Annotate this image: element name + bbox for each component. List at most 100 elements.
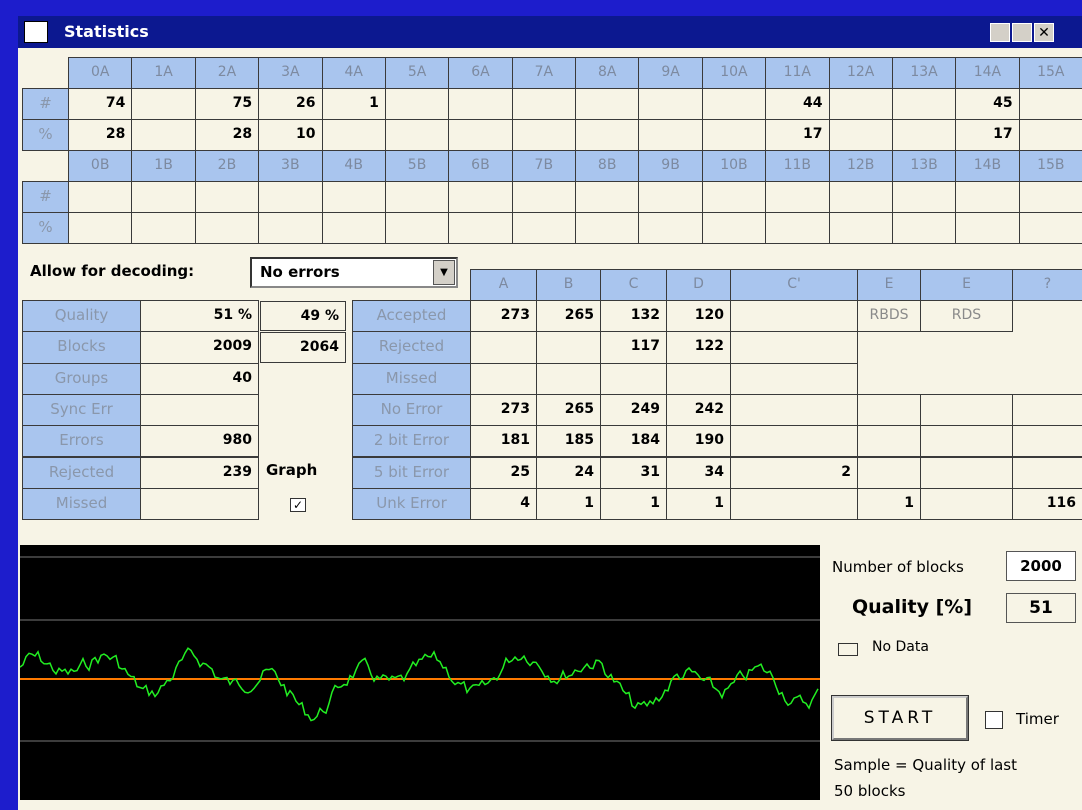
error-cell: 116 xyxy=(1012,487,1082,521)
error-cell xyxy=(857,456,921,489)
grid-cell xyxy=(575,212,640,244)
error-cell: 4 xyxy=(470,487,537,521)
summary-label: Groups xyxy=(22,362,141,395)
column-header: 9A xyxy=(638,57,703,89)
error-cell: 34 xyxy=(666,456,731,489)
grid-cell xyxy=(828,181,893,213)
column-header: 5B xyxy=(384,150,450,182)
error-cell xyxy=(920,393,1013,427)
timer-checkbox[interactable] xyxy=(985,711,1003,729)
error-cell xyxy=(470,331,537,364)
column-header: 12A xyxy=(828,57,893,89)
error-cell xyxy=(857,425,921,458)
column-header: 6A xyxy=(448,57,513,89)
grid-cell xyxy=(828,212,893,244)
grid-cell xyxy=(511,181,576,213)
error-cell: 31 xyxy=(600,456,667,489)
blocks-input[interactable]: 2000 xyxy=(1006,551,1076,581)
sample-note: Sample = Quality of last 50 blocks xyxy=(834,756,1017,800)
quality-trace xyxy=(20,647,819,722)
grid-cell xyxy=(258,181,323,213)
row-label: # xyxy=(22,181,69,213)
summary-label: Errors xyxy=(22,425,141,458)
grid-cell xyxy=(194,181,260,213)
column-header: D xyxy=(666,269,731,301)
column-header: 15B xyxy=(1018,150,1082,182)
column-header: 8B xyxy=(575,150,640,182)
column-header: 3B xyxy=(258,150,323,182)
error-cell xyxy=(730,425,858,458)
summary-label: Missed xyxy=(22,487,141,521)
error-cell xyxy=(600,362,667,395)
grid-cell: 1 xyxy=(321,88,386,120)
grid-cell: 17 xyxy=(955,119,1020,151)
quality-graph xyxy=(20,545,820,800)
error-cell xyxy=(730,362,858,395)
graph-checkbox[interactable]: ✓ xyxy=(290,498,306,512)
close-button[interactable]: ✕ xyxy=(1034,23,1054,42)
grid-cell xyxy=(321,212,386,244)
error-cell: 2 xyxy=(730,456,858,489)
column-header: ? xyxy=(1012,269,1082,301)
column-header: 11A xyxy=(765,57,830,89)
grid-cell xyxy=(638,212,703,244)
dropdown-arrow[interactable]: ▼ xyxy=(433,260,455,285)
grid-cell xyxy=(638,181,703,213)
error-cell xyxy=(920,425,1013,458)
column-header: 5A xyxy=(384,57,450,89)
column-header: 10A xyxy=(701,57,767,89)
minimize-button[interactable] xyxy=(990,23,1010,42)
error-cell xyxy=(920,487,1013,521)
grid-cell xyxy=(68,181,133,213)
row-label: # xyxy=(22,88,69,120)
grid-cell xyxy=(131,212,196,244)
error-cell xyxy=(1012,425,1082,458)
error-label: 5 bit Error xyxy=(352,456,471,489)
error-cell: 1 xyxy=(857,487,921,521)
grid-cell xyxy=(891,181,957,213)
column-header: E xyxy=(857,269,921,301)
error-cell xyxy=(536,362,601,395)
error-cell: 181 xyxy=(470,425,537,458)
maximize-button[interactable] xyxy=(1012,23,1032,42)
app-icon xyxy=(24,21,48,43)
error-cell: 249 xyxy=(600,393,667,427)
grid-cell xyxy=(384,212,450,244)
grid-cell xyxy=(575,119,640,151)
error-label: Unk Error xyxy=(352,487,471,521)
error-cell xyxy=(730,487,858,521)
start-button[interactable]: START xyxy=(831,695,969,741)
grid-cell xyxy=(701,181,767,213)
grid-cell xyxy=(701,119,767,151)
graph-label: Graph xyxy=(266,461,318,479)
grid-cell xyxy=(1018,212,1082,244)
no-data-indicator xyxy=(838,643,858,656)
grid-cell xyxy=(448,88,513,120)
grid-cell xyxy=(1018,181,1082,213)
grid-cell: 44 xyxy=(765,88,830,120)
error-cell: 24 xyxy=(536,456,601,489)
grid-cell xyxy=(1018,119,1082,151)
grid-cell xyxy=(448,181,513,213)
column-header: 4B xyxy=(321,150,386,182)
grid-cell xyxy=(828,88,893,120)
column-header: 7A xyxy=(511,57,576,89)
column-header: A xyxy=(470,269,537,301)
summary-label: Sync Err xyxy=(22,393,141,427)
grid-cell xyxy=(448,119,513,151)
decoding-dropdown[interactable]: No errors ▼ xyxy=(250,257,458,288)
column-header: B xyxy=(536,269,601,301)
error-label: Accepted xyxy=(352,300,471,333)
summary-value-2: 2064 xyxy=(260,332,346,363)
grid-cell xyxy=(511,119,576,151)
column-header: 10B xyxy=(701,150,767,182)
error-cell: 273 xyxy=(470,300,537,333)
column-header: 1B xyxy=(131,150,196,182)
grid-cell xyxy=(511,212,576,244)
summary-value: 51 % xyxy=(140,300,259,333)
error-cell: 185 xyxy=(536,425,601,458)
column-header: C xyxy=(600,269,667,301)
error-cell xyxy=(730,300,858,333)
column-header: 4A xyxy=(321,57,386,89)
error-cell: 120 xyxy=(666,300,731,333)
